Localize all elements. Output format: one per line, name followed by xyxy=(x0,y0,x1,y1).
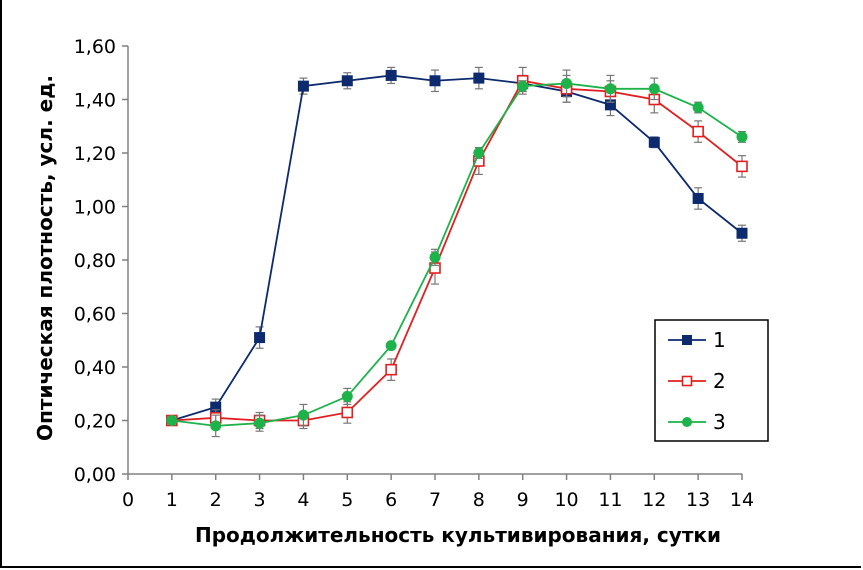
x-tick-label: 6 xyxy=(385,489,397,511)
y-tick-label: 0,80 xyxy=(74,250,116,272)
data-point xyxy=(210,401,222,413)
plot-area xyxy=(166,66,748,438)
data-point xyxy=(254,332,266,344)
x-tick-label: 2 xyxy=(210,489,222,511)
series-line-2 xyxy=(171,79,743,422)
data-point xyxy=(341,406,354,419)
legend-label-1: 1 xyxy=(713,328,726,352)
y-tick-label: 1,40 xyxy=(74,90,116,112)
data-point xyxy=(385,69,397,81)
x-tick-label: 10 xyxy=(554,489,578,511)
x-tick-label: 0 xyxy=(122,489,134,511)
y-axis-title: Оптическая плотность, усл. ед. xyxy=(33,75,57,441)
data-point xyxy=(648,136,660,148)
data-point xyxy=(166,415,178,426)
data-point xyxy=(604,83,616,95)
data-point xyxy=(341,75,353,87)
x-tick-label: 5 xyxy=(341,489,353,511)
legend: 1 2 3 xyxy=(654,319,769,442)
data-point xyxy=(473,72,485,84)
data-point xyxy=(692,125,704,138)
y-tick-label: 0,00 xyxy=(74,464,116,486)
data-point xyxy=(429,251,441,263)
series-line-1 xyxy=(171,74,743,422)
data-point xyxy=(473,147,485,159)
data-point xyxy=(736,160,748,173)
data-point xyxy=(297,80,309,92)
data-point xyxy=(429,75,441,87)
legend-marker-3 xyxy=(682,417,692,427)
x-tick-label: 14 xyxy=(730,489,754,511)
data-point xyxy=(736,227,748,239)
x-tick-label: 8 xyxy=(473,489,485,511)
legend-label-3: 3 xyxy=(713,410,726,434)
data-point xyxy=(692,102,704,114)
x-tick-label: 1 xyxy=(166,489,178,511)
data-point xyxy=(736,131,748,143)
tick-labels: 0,000,200,400,600,801,001,201,401,600 1 2 3… xyxy=(74,36,754,511)
x-tick-label: 4 xyxy=(297,489,309,511)
legend-marker-2 xyxy=(681,375,693,387)
data-point xyxy=(385,340,397,352)
data-point xyxy=(604,99,616,111)
data-point xyxy=(210,420,222,432)
x-tick-label: 13 xyxy=(686,489,710,511)
data-point xyxy=(254,417,266,429)
data-point xyxy=(648,83,660,95)
data-point xyxy=(385,363,397,376)
data-point xyxy=(517,80,529,92)
legend-label-2: 2 xyxy=(713,369,726,393)
x-tick-label: 11 xyxy=(598,489,622,511)
data-point xyxy=(341,390,353,402)
legend-marker-1 xyxy=(682,335,692,345)
y-tick-label: 1,00 xyxy=(74,197,116,219)
data-point xyxy=(561,77,573,89)
y-tick-label: 1,60 xyxy=(74,36,116,58)
series-3 xyxy=(166,69,748,438)
x-tick-label: 9 xyxy=(517,489,529,511)
x-tick-label: 7 xyxy=(429,489,441,511)
y-tick-label: 0,60 xyxy=(74,304,116,326)
x-tick-label: 12 xyxy=(642,489,666,511)
axes xyxy=(122,45,743,480)
data-point xyxy=(297,409,309,421)
series-line-3 xyxy=(171,82,743,427)
y-tick-label: 1,20 xyxy=(74,143,116,165)
y-tick-label: 0,20 xyxy=(74,411,116,433)
x-axis-title: Продолжительность культивирования, сутки xyxy=(195,523,721,547)
y-tick-label: 0,40 xyxy=(74,357,116,379)
x-tick-label: 3 xyxy=(254,489,266,511)
data-point xyxy=(692,192,704,204)
